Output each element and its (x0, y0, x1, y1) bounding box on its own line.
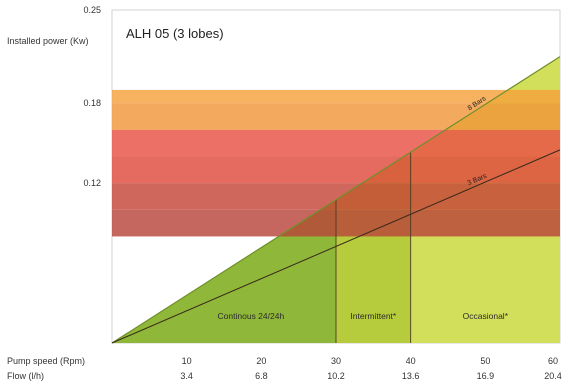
zone-label-0: Continous 24/24h (218, 311, 285, 321)
x-axis-label-speed: Pump speed (Rpm) (7, 356, 85, 366)
x-tick-speed-5: 60 (548, 356, 558, 366)
x-tick-flow-1: 6.8 (255, 371, 268, 381)
zone-label-2: Occasional* (463, 311, 509, 321)
y-tick-label-0: 0.25 (83, 5, 101, 15)
series-line-0 (111, 56, 561, 344)
x-axis-label-flow: Flow (l/h) (7, 371, 44, 381)
chart-title: ALH 05 (3 lobes) (126, 26, 224, 41)
y-tick-label-2: 0.12 (83, 178, 101, 188)
zone-label-1: Intermittent* (350, 311, 397, 321)
x-tick-speed-0: 10 (182, 356, 192, 366)
power-band-3 (112, 156, 560, 184)
power-band-0 (112, 89, 560, 104)
x-tick-speed-1: 20 (256, 356, 266, 366)
y-tick-label-1: 0.18 (83, 98, 101, 108)
x-tick-flow-2: 10.2 (327, 371, 345, 381)
x-tick-flow-3: 13.6 (402, 371, 420, 381)
x-tick-flow-4: 16.9 (477, 371, 495, 381)
x-tick-speed-4: 50 (480, 356, 490, 366)
series-line-1 (111, 149, 561, 344)
x-tick-speed-3: 40 (406, 356, 416, 366)
x-tick-speed-2: 30 (331, 356, 341, 366)
power-band-2 (112, 129, 560, 157)
power-band-1 (112, 103, 560, 130)
x-tick-flow-5: 20.4 (544, 371, 562, 381)
x-tick-flow-0: 3.4 (180, 371, 193, 381)
y-axis-label: Installed power (Kw) (7, 36, 89, 46)
